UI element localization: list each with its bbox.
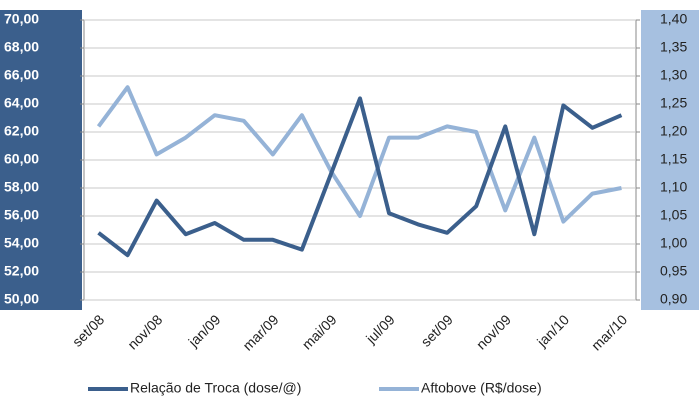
y-tick-label: 62,00 [4, 123, 39, 139]
y2-tick-label: 1,10 [660, 179, 687, 195]
y2-tick-label: 1,40 [660, 11, 687, 27]
x-tick-label: mar/10 [588, 311, 630, 353]
y2-tick-label: 1,15 [660, 151, 687, 167]
series-line [97, 96, 623, 258]
x-tick-label: jul/09 [362, 311, 398, 347]
x-tick-label: jan/09 [184, 311, 223, 350]
y2-tick-label: 1,35 [660, 39, 687, 55]
y-tick-label: 56,00 [4, 207, 39, 223]
y2-tick-label: 0,90 [660, 291, 687, 307]
left-axis-panel [0, 10, 82, 310]
y2-tick-label: 1,00 [660, 235, 687, 251]
x-tick-label: nov/08 [124, 311, 165, 352]
y2-tick-label: 1,20 [660, 123, 687, 139]
legend-label: Relação de Troca (dose/@) [130, 380, 301, 396]
x-tick-label: set/09 [418, 311, 456, 349]
x-tick-label: set/08 [69, 311, 107, 349]
x-tick-label: jan/10 [533, 311, 572, 350]
y-tick-label: 52,00 [4, 263, 39, 279]
x-tick-label: mai/09 [299, 311, 340, 352]
legend-label: Aftobove (R$/dose) [421, 380, 542, 396]
y2-tick-label: 1,30 [660, 67, 687, 83]
series-line [96, 85, 622, 224]
y-tick-label: 70,00 [4, 11, 39, 27]
y2-tick-label: 1,25 [660, 95, 687, 111]
x-tick-label: nov/09 [473, 311, 514, 352]
y-tick-label: 50,00 [4, 291, 39, 307]
y-tick-label: 68,00 [4, 39, 39, 55]
y-tick-label: 58,00 [4, 179, 39, 195]
y-tick-label: 54,00 [4, 235, 39, 251]
y-tick-label: 60,00 [4, 151, 39, 167]
x-tick-label: mar/09 [239, 311, 281, 353]
y-tick-label: 66,00 [4, 67, 39, 83]
right-axis-panel [641, 10, 699, 310]
y2-tick-label: 1,05 [660, 207, 687, 223]
y2-tick-label: 0,95 [660, 263, 687, 279]
y-tick-label: 64,00 [4, 95, 39, 111]
